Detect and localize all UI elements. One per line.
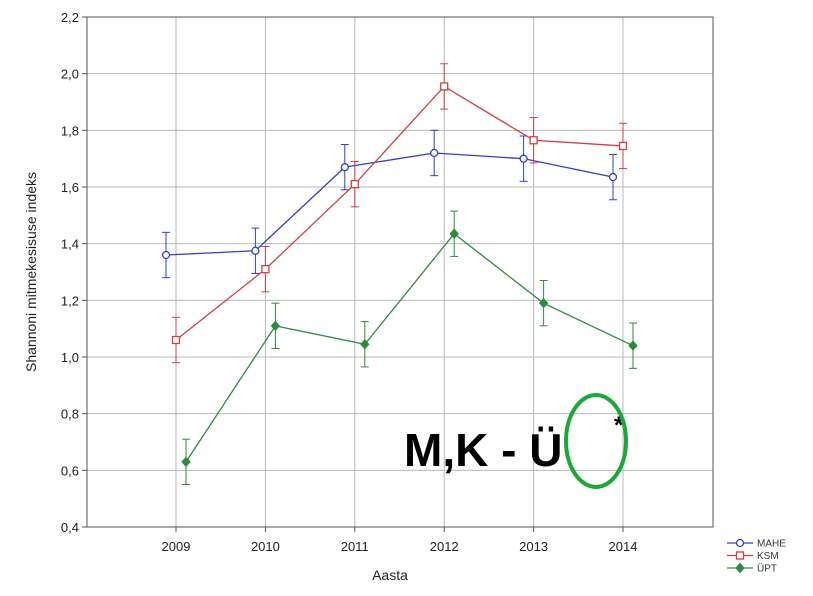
legend-marker (735, 538, 745, 548)
data-point (181, 456, 191, 468)
data-point (618, 141, 628, 151)
data-point (270, 320, 281, 332)
series-line (175, 85, 624, 341)
y-axis-title: Shannoni mitmekesisuse indeks (23, 172, 39, 372)
series-pt (181, 210, 638, 485)
legend-label: KSM (757, 551, 779, 562)
plot-frame (86, 16, 714, 528)
x-tick-label: 2014 (609, 539, 638, 554)
y-tick-label: 1,6 (61, 180, 79, 195)
series-line (185, 232, 634, 463)
data-point (261, 265, 270, 274)
data-point (449, 228, 459, 240)
annotation-superscript: * (614, 412, 624, 439)
data-point (608, 172, 618, 182)
axes: 0,4 0,6 0,8 1,0 1,2 1,4 1,6 1,8 2,0 2,2 2009 2010 20… (23, 10, 714, 583)
series-line (165, 152, 614, 256)
legend-label: ÜPT (757, 563, 777, 575)
data-point (529, 136, 538, 145)
data-point (519, 154, 528, 163)
y-tick-label: 1,0 (61, 350, 79, 365)
data-point (161, 250, 171, 260)
data-point (350, 180, 359, 189)
data-point (360, 338, 370, 350)
y-tick-label: 0,8 (61, 407, 79, 422)
data-point (430, 148, 439, 158)
data-point (628, 340, 638, 351)
annotation: M,K - Ü * (404, 393, 628, 489)
y-tick-label: 0,6 (61, 463, 79, 478)
data-point (538, 297, 549, 309)
series-layer (161, 63, 638, 485)
data-point (440, 82, 449, 91)
y-tick-label: 1,8 (61, 123, 79, 138)
x-tick-label: 2010 (251, 539, 280, 554)
legend-marker (735, 562, 745, 574)
data-point (340, 163, 349, 172)
y-tick-label: 2,0 (61, 67, 79, 82)
x-tick-label: 2011 (341, 539, 369, 554)
data-point (171, 335, 181, 345)
x-tick-label: 2009 (162, 539, 191, 554)
y-tick-label: 2,2 (61, 10, 79, 25)
grid-lines (87, 16, 713, 528)
legend-label: MAHE (757, 539, 786, 550)
legend-marker (735, 551, 745, 560)
x-tick-label: 2013 (519, 539, 548, 554)
y-tick-label: 1,2 (61, 293, 79, 308)
annotation-circle (564, 393, 628, 489)
x-tick-label: 2012 (430, 539, 459, 554)
x-axis-title: Aasta (372, 567, 408, 583)
annotation-text: M,K - Ü (404, 424, 562, 476)
series-mahe (161, 129, 618, 279)
series-ksm (171, 63, 628, 364)
y-tick-label: 1,4 (61, 237, 79, 252)
y-tick-label: 0,4 (61, 520, 79, 535)
data-point (251, 246, 260, 255)
